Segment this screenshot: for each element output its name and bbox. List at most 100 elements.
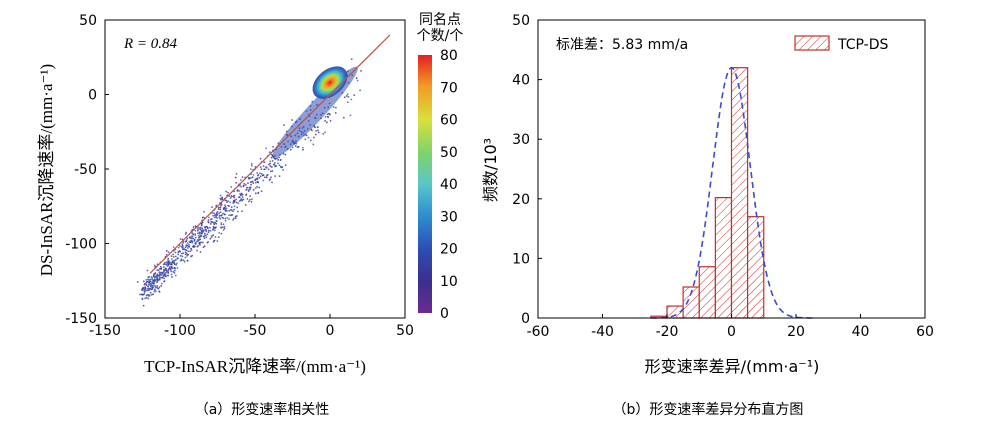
scatter-point xyxy=(162,266,165,268)
scatter-point xyxy=(254,187,257,190)
colorbar-scale xyxy=(418,55,432,313)
scatter-point xyxy=(166,274,169,277)
scatter-point xyxy=(229,201,232,204)
scatter-point xyxy=(171,267,174,270)
scatter-point xyxy=(197,234,200,237)
scatter-point xyxy=(263,168,266,171)
colorbar-tick-label: 80 xyxy=(440,48,458,64)
scatter-point xyxy=(223,227,226,230)
scatter-point xyxy=(210,223,212,225)
scatter-point xyxy=(270,176,272,179)
scatter-point xyxy=(350,58,353,61)
y-tick-label: 40 xyxy=(512,73,530,89)
scatter-point xyxy=(201,232,203,235)
scatter-point xyxy=(158,286,161,289)
scatter-point xyxy=(142,287,145,290)
scatter-point xyxy=(265,176,268,179)
colorbar-title-line1: 同名点 xyxy=(419,12,461,28)
scatter-point xyxy=(314,133,317,136)
scatter-point xyxy=(219,206,222,209)
scatter-point xyxy=(207,221,210,224)
scatter-point xyxy=(206,241,209,244)
scatter-point xyxy=(169,268,172,271)
scatter-point xyxy=(324,116,327,118)
scatter-point xyxy=(215,214,218,217)
scatter-point xyxy=(235,198,238,201)
colorbar-tick-label: 0 xyxy=(440,306,449,322)
scatter-point xyxy=(244,183,247,186)
scatter-point xyxy=(227,191,229,194)
scatter-point xyxy=(272,163,275,166)
scatter-point xyxy=(271,181,273,184)
scatter-point xyxy=(167,251,170,254)
x-tick-label: 0 xyxy=(727,324,736,340)
y-axis-label: DS-InSAR沉降速率/(mm·a⁻¹) xyxy=(37,64,56,276)
scatter-point xyxy=(196,227,199,230)
scatter-point xyxy=(209,229,212,232)
scatter-point xyxy=(251,198,253,200)
scatter-point xyxy=(232,218,235,221)
scatter-point xyxy=(182,241,185,244)
scatter-point xyxy=(197,240,200,242)
scatter-point xyxy=(241,210,244,213)
scatter-point xyxy=(154,290,157,293)
scatter-point xyxy=(224,217,227,220)
scatter-point xyxy=(233,190,236,193)
scatter-point xyxy=(174,259,176,262)
scatter-point xyxy=(167,261,170,264)
x-tick-label: -150 xyxy=(89,323,121,339)
scatter-point xyxy=(269,160,272,163)
scatter-point xyxy=(173,262,176,265)
scatter-point xyxy=(174,255,177,258)
scatter-point xyxy=(260,168,263,171)
scatter-point xyxy=(160,282,163,285)
scatter-point xyxy=(205,228,207,231)
scatter-point xyxy=(146,285,149,288)
scatter-point xyxy=(263,161,266,164)
scatter-point xyxy=(209,226,211,229)
scatter-point xyxy=(193,239,196,242)
scatter-point xyxy=(243,182,246,185)
scatter-point xyxy=(215,222,218,225)
scatter-point xyxy=(250,164,253,167)
scatter-point xyxy=(171,260,174,263)
scatter-point xyxy=(220,198,222,201)
histogram-panel: -60 -40 -20 0 20 40 60 0 10 20 30 40 50 标准差：5.83 mm… xyxy=(481,13,934,418)
scatter-point xyxy=(158,267,161,270)
scatter-point xyxy=(343,96,346,99)
scatter-point xyxy=(201,227,203,230)
scatter-point xyxy=(227,204,230,207)
scatter-point xyxy=(215,220,218,222)
scatter-point xyxy=(153,273,155,275)
scatter-point xyxy=(202,235,205,238)
colorbar-tick-label: 40 xyxy=(440,177,458,193)
colorbar: 同名点 个数/个 0 10 20 30 40 50 60 70 80 xyxy=(417,12,464,322)
scatter-point xyxy=(201,241,204,244)
scatter-point xyxy=(153,276,156,279)
scatter-point xyxy=(156,285,158,287)
scatter-point xyxy=(258,186,261,189)
scatter-point xyxy=(254,181,257,184)
scatter-point xyxy=(179,238,182,240)
scatter-point xyxy=(206,227,209,230)
scatter-point xyxy=(309,139,312,142)
scatter-point xyxy=(350,98,353,101)
scatter-point xyxy=(258,176,261,179)
scatter-point xyxy=(270,166,273,168)
scatter-point xyxy=(254,192,257,195)
scatter-point xyxy=(222,208,225,211)
scatter-point xyxy=(214,236,217,238)
scatter-point xyxy=(189,241,192,244)
scatter-point xyxy=(194,233,197,235)
scatter-point xyxy=(216,217,219,219)
scatter-point xyxy=(201,216,204,219)
scatter-point xyxy=(257,173,260,176)
scatter-point xyxy=(206,233,209,236)
y-axis-label-b: 频数/10³ xyxy=(481,138,500,202)
y-tick-label: -150 xyxy=(65,311,97,327)
scatter-point xyxy=(185,245,188,247)
scatter-point xyxy=(184,240,187,243)
x-axis-ticks: -150 -100 -50 0 50 xyxy=(89,314,414,339)
scatter-point xyxy=(219,204,222,207)
scatter-point xyxy=(153,290,156,293)
